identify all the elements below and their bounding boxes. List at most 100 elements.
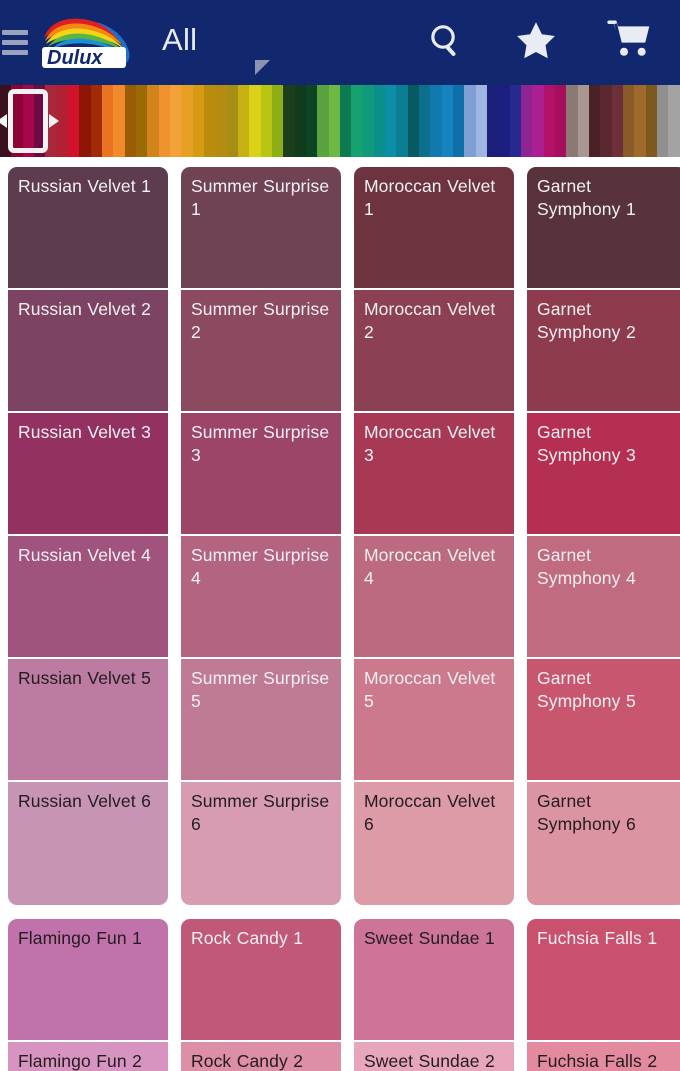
colour-strip-band[interactable] [396, 85, 408, 157]
colour-strip-band[interactable] [487, 85, 499, 157]
colour-swatch[interactable]: Summer Surprise 5 [181, 659, 341, 782]
colour-strip-band[interactable] [373, 85, 386, 157]
colour-strip-band[interactable] [339, 85, 352, 157]
colour-swatch[interactable]: Russian Velvet 2 [8, 290, 168, 413]
colour-strip-band[interactable] [543, 85, 556, 157]
colour-strip-band[interactable] [555, 85, 567, 157]
colour-strip-band[interactable] [317, 85, 329, 157]
colour-strip-band[interactable] [577, 85, 590, 157]
colour-swatch[interactable]: Summer Surprise 1 [181, 167, 341, 290]
colour-strip-band[interactable] [453, 85, 465, 157]
colour-swatch[interactable]: Flamingo Fun 2 [8, 1042, 168, 1071]
colour-strip-band[interactable] [237, 85, 250, 157]
colour-strip-band[interactable] [532, 85, 544, 157]
colour-strip-band[interactable] [464, 85, 476, 157]
colour-strip-selector[interactable] [0, 89, 59, 153]
dropdown-caret-icon[interactable] [255, 60, 271, 75]
colour-swatch[interactable]: Garnet Symphony 3 [527, 413, 680, 536]
colour-strip-band[interactable] [328, 85, 340, 157]
colour-swatch[interactable]: Rock Candy 1 [181, 919, 341, 1042]
colour-strip-band[interactable] [600, 85, 612, 157]
colour-strip-band[interactable] [192, 85, 204, 157]
colour-strip-band[interactable] [475, 85, 488, 157]
colour-swatch[interactable]: Russian Velvet 1 [8, 167, 168, 290]
colour-strip-band[interactable] [430, 85, 442, 157]
colour-strip-band[interactable] [305, 85, 318, 157]
colour-strip-band[interactable] [509, 85, 522, 157]
colour-strip-band[interactable] [249, 85, 261, 157]
colour-strip-band[interactable] [158, 85, 170, 157]
colour-strip-band[interactable] [181, 85, 193, 157]
colour-swatch[interactable]: Russian Velvet 3 [8, 413, 168, 536]
colour-strip-band[interactable] [623, 85, 635, 157]
colour-swatch[interactable]: Summer Surprise 2 [181, 290, 341, 413]
colour-strip-band[interactable] [657, 85, 669, 157]
colour-strip-band[interactable] [67, 85, 80, 157]
colour-strip-band[interactable] [203, 85, 216, 157]
colour-strip[interactable] [0, 85, 680, 157]
filter-label[interactable]: All [162, 22, 198, 57]
colour-swatch[interactable]: Summer Surprise 3 [181, 413, 341, 536]
colour-strip-band[interactable] [611, 85, 624, 157]
colour-strip-band[interactable] [260, 85, 272, 157]
colour-swatch[interactable]: Garnet Symphony 4 [527, 536, 680, 659]
colour-strip-band[interactable] [385, 85, 397, 157]
colour-strip-band[interactable] [79, 85, 91, 157]
colour-strip-band[interactable] [407, 85, 420, 157]
colour-strip-band[interactable] [101, 85, 114, 157]
colour-swatch[interactable]: Summer Surprise 4 [181, 536, 341, 659]
colour-strip-band[interactable] [634, 85, 646, 157]
colour-strip-band[interactable] [521, 85, 533, 157]
colour-strip-band[interactable] [135, 85, 148, 157]
search-icon[interactable] [426, 21, 466, 61]
colour-swatch[interactable]: Moroccan Velvet 3 [354, 413, 514, 536]
colour-strip-band[interactable] [294, 85, 306, 157]
colour-strip-band[interactable] [645, 85, 658, 157]
colour-swatch[interactable]: Fuchsia Falls 1 [527, 919, 680, 1042]
colour-strip-band[interactable] [90, 85, 102, 157]
colour-swatch[interactable]: Garnet Symphony 1 [527, 167, 680, 290]
colour-swatch[interactable]: Flamingo Fun 1 [8, 919, 168, 1042]
colour-strip-band[interactable] [351, 85, 363, 157]
colour-swatch[interactable]: Garnet Symphony 6 [527, 782, 680, 905]
colour-strip-band[interactable] [283, 85, 295, 157]
colour-swatch[interactable]: Moroccan Velvet 2 [354, 290, 514, 413]
colour-swatch[interactable]: Rock Candy 2 [181, 1042, 341, 1071]
colour-strip-band[interactable] [215, 85, 227, 157]
colour-strip-band[interactable] [147, 85, 159, 157]
colour-swatch[interactable]: Sweet Sundae 1 [354, 919, 514, 1042]
colour-strip-band[interactable] [566, 85, 578, 157]
colour-swatch[interactable]: Sweet Sundae 2 [354, 1042, 514, 1071]
colour-strip-band[interactable] [226, 85, 238, 157]
favorites-star-icon[interactable] [514, 19, 558, 63]
shopping-cart-icon[interactable] [606, 18, 652, 64]
colour-strip-band[interactable] [11, 85, 23, 157]
colour-swatch[interactable]: Garnet Symphony 2 [527, 290, 680, 413]
colour-strip-band[interactable] [498, 85, 510, 157]
colour-strip-band[interactable] [419, 85, 431, 157]
colour-strip-band[interactable] [33, 85, 46, 157]
colour-strip-band[interactable] [362, 85, 374, 157]
colour-swatch[interactable]: Fuchsia Falls 2 [527, 1042, 680, 1071]
colour-swatch[interactable]: Russian Velvet 4 [8, 536, 168, 659]
dulux-logo[interactable]: Dulux [36, 14, 136, 72]
colour-swatch[interactable]: Moroccan Velvet 6 [354, 782, 514, 905]
colour-strip-band[interactable] [441, 85, 454, 157]
colour-strip-band[interactable] [589, 85, 601, 157]
colour-strip-band[interactable] [668, 85, 680, 157]
colour-strip-band[interactable] [124, 85, 136, 157]
colour-strip-band[interactable] [56, 85, 68, 157]
colour-swatch[interactable]: Moroccan Velvet 1 [354, 167, 514, 290]
colour-swatch[interactable]: Russian Velvet 5 [8, 659, 168, 782]
colour-swatch[interactable]: Summer Surprise 6 [181, 782, 341, 905]
colour-strip-band[interactable] [113, 85, 125, 157]
colour-strip-bands[interactable] [0, 85, 680, 157]
colour-strip-band[interactable] [169, 85, 182, 157]
colour-swatch[interactable]: Moroccan Velvet 4 [354, 536, 514, 659]
colour-strip-band[interactable] [271, 85, 284, 157]
colour-swatch[interactable]: Moroccan Velvet 5 [354, 659, 514, 782]
colour-swatch[interactable]: Garnet Symphony 5 [527, 659, 680, 782]
colour-strip-band[interactable] [22, 85, 34, 157]
colour-swatch[interactable]: Russian Velvet 6 [8, 782, 168, 905]
hamburger-menu-icon[interactable] [2, 30, 32, 55]
